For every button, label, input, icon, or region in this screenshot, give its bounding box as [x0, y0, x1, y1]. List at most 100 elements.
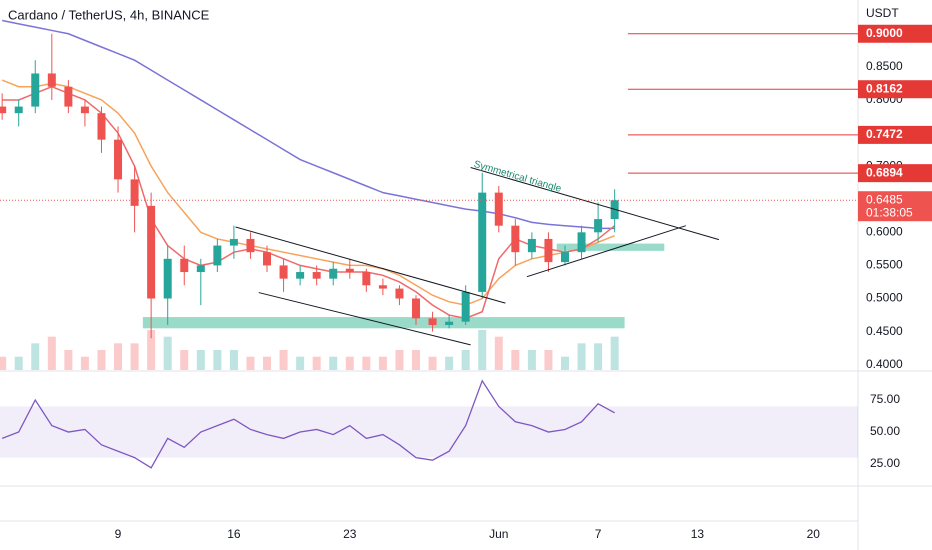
- volume-bar: [577, 343, 586, 370]
- volume-bar: [478, 330, 487, 370]
- candle-body: [494, 192, 503, 226]
- volume-bar: [560, 356, 569, 370]
- volume-bar: [594, 343, 603, 370]
- candle-body: [511, 225, 520, 253]
- volume-bar: [47, 336, 56, 370]
- candle-body: [80, 106, 89, 114]
- candle-body: [196, 265, 205, 273]
- volume-bar: [494, 336, 503, 370]
- volume-bar: [412, 350, 421, 370]
- y-tick-label: 0.4500: [866, 324, 903, 338]
- candle-body: [246, 238, 255, 253]
- volume-bar: [31, 343, 40, 370]
- volume-bar: [80, 356, 89, 370]
- y-tick-label: 25.00: [870, 456, 900, 470]
- level-label-box: [858, 24, 932, 43]
- volume-bar: [163, 336, 172, 370]
- candle-body: [345, 268, 354, 273]
- volume-bar: [147, 330, 156, 370]
- y-axis-label: USDT: [866, 6, 899, 20]
- level-label-box: [858, 80, 932, 99]
- volume-bar: [362, 356, 371, 370]
- y-tick-label: 75.00: [870, 392, 900, 406]
- candle-body: [114, 139, 123, 180]
- volume-bar: [114, 343, 123, 370]
- y-tick-label: 0.6000: [866, 224, 903, 238]
- y-tick-label: 0.4000: [866, 357, 903, 371]
- volume-bar: [345, 356, 354, 370]
- volume-bar: [296, 356, 305, 370]
- volume-bar: [329, 356, 338, 370]
- volume-bar: [511, 350, 520, 370]
- candle-body: [279, 265, 288, 279]
- level-label-box: [858, 164, 932, 183]
- candle-body: [362, 272, 371, 286]
- volume-bar: [279, 350, 288, 370]
- x-tick-label: 9: [115, 527, 122, 541]
- countdown: 01:38:05: [866, 205, 913, 219]
- candle-body: [0, 106, 7, 114]
- x-tick-label: 7: [595, 527, 602, 541]
- candle-body: [180, 258, 189, 273]
- candle-body: [445, 321, 454, 325]
- candle-body: [428, 318, 437, 325]
- x-tick-label: 13: [691, 527, 705, 541]
- moving-average: [2, 19, 615, 230]
- candle-body: [577, 232, 586, 253]
- x-tick-label: 16: [227, 527, 241, 541]
- level-label: 0.6894: [866, 165, 903, 179]
- volume-bar: [263, 356, 272, 370]
- candle-body: [229, 238, 238, 246]
- volume-bar: [527, 350, 536, 370]
- level-label: 0.8162: [866, 81, 903, 95]
- candle-body: [163, 258, 172, 299]
- candle-body: [594, 219, 603, 233]
- volume-bar: [0, 356, 7, 370]
- trendline: [258, 292, 471, 346]
- volume-bar: [378, 356, 387, 370]
- trendline: [526, 225, 686, 278]
- price-label-box: [858, 191, 932, 222]
- volume-bar: [196, 350, 205, 370]
- chart-title: Cardano / TetherUS, 4h, BINANCE: [8, 7, 210, 22]
- y-tick-label: 0.8500: [866, 59, 903, 73]
- candle-body: [213, 245, 222, 266]
- candle-body: [461, 291, 470, 322]
- candle-body: [263, 252, 272, 266]
- moving-average: [2, 85, 616, 320]
- volume-bar: [246, 356, 255, 370]
- candle-body: [544, 238, 553, 263]
- trendline: [470, 166, 720, 241]
- volume-bar: [461, 350, 470, 370]
- volume-bar: [14, 356, 23, 370]
- candle-body: [478, 192, 487, 292]
- candle-body: [560, 252, 569, 263]
- volume-bar: [445, 356, 454, 370]
- candle-body: [130, 179, 139, 206]
- y-tick-label: 0.5500: [866, 258, 903, 272]
- y-tick-label: 50.00: [870, 424, 900, 438]
- candle-body: [527, 238, 536, 253]
- candle-body: [378, 285, 387, 289]
- trendline: [235, 226, 506, 304]
- candle-body: [395, 288, 404, 299]
- volume-bar: [229, 350, 238, 370]
- current-price-label: 0.6485: [866, 192, 903, 206]
- volume-bar: [428, 356, 437, 370]
- moving-average: [1, 79, 615, 306]
- candle-body: [412, 298, 421, 319]
- level-label-box: [858, 125, 932, 144]
- candle-body: [97, 113, 106, 140]
- volume-bar: [64, 350, 73, 370]
- candle-body: [329, 268, 338, 279]
- volume-bar: [312, 356, 321, 370]
- zone: [556, 243, 665, 251]
- zone: [142, 317, 625, 329]
- candle-body: [14, 106, 23, 114]
- rsi-band: [0, 406, 858, 458]
- volume-bar: [544, 350, 553, 370]
- level-label: 0.7472: [866, 127, 903, 141]
- candle-body: [64, 86, 73, 107]
- volume-bar: [213, 350, 222, 370]
